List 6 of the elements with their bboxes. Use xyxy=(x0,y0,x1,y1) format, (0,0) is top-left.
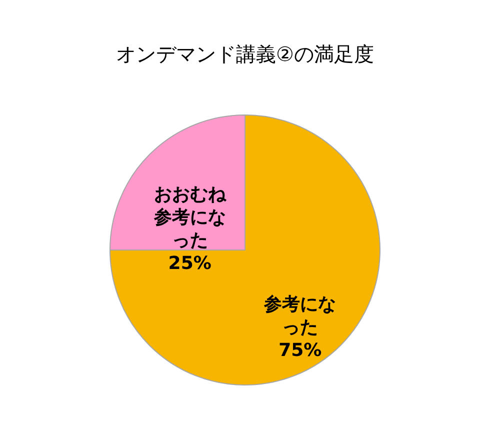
slice-label: おおむね参考になった xyxy=(152,184,227,251)
chart-title: オンデマンド講義②の満足度 xyxy=(116,42,374,66)
slice-label: 参考になった xyxy=(263,294,336,338)
data-label: 75% xyxy=(278,340,322,362)
data-label: 25% xyxy=(168,252,212,274)
pie-slice xyxy=(110,114,380,386)
